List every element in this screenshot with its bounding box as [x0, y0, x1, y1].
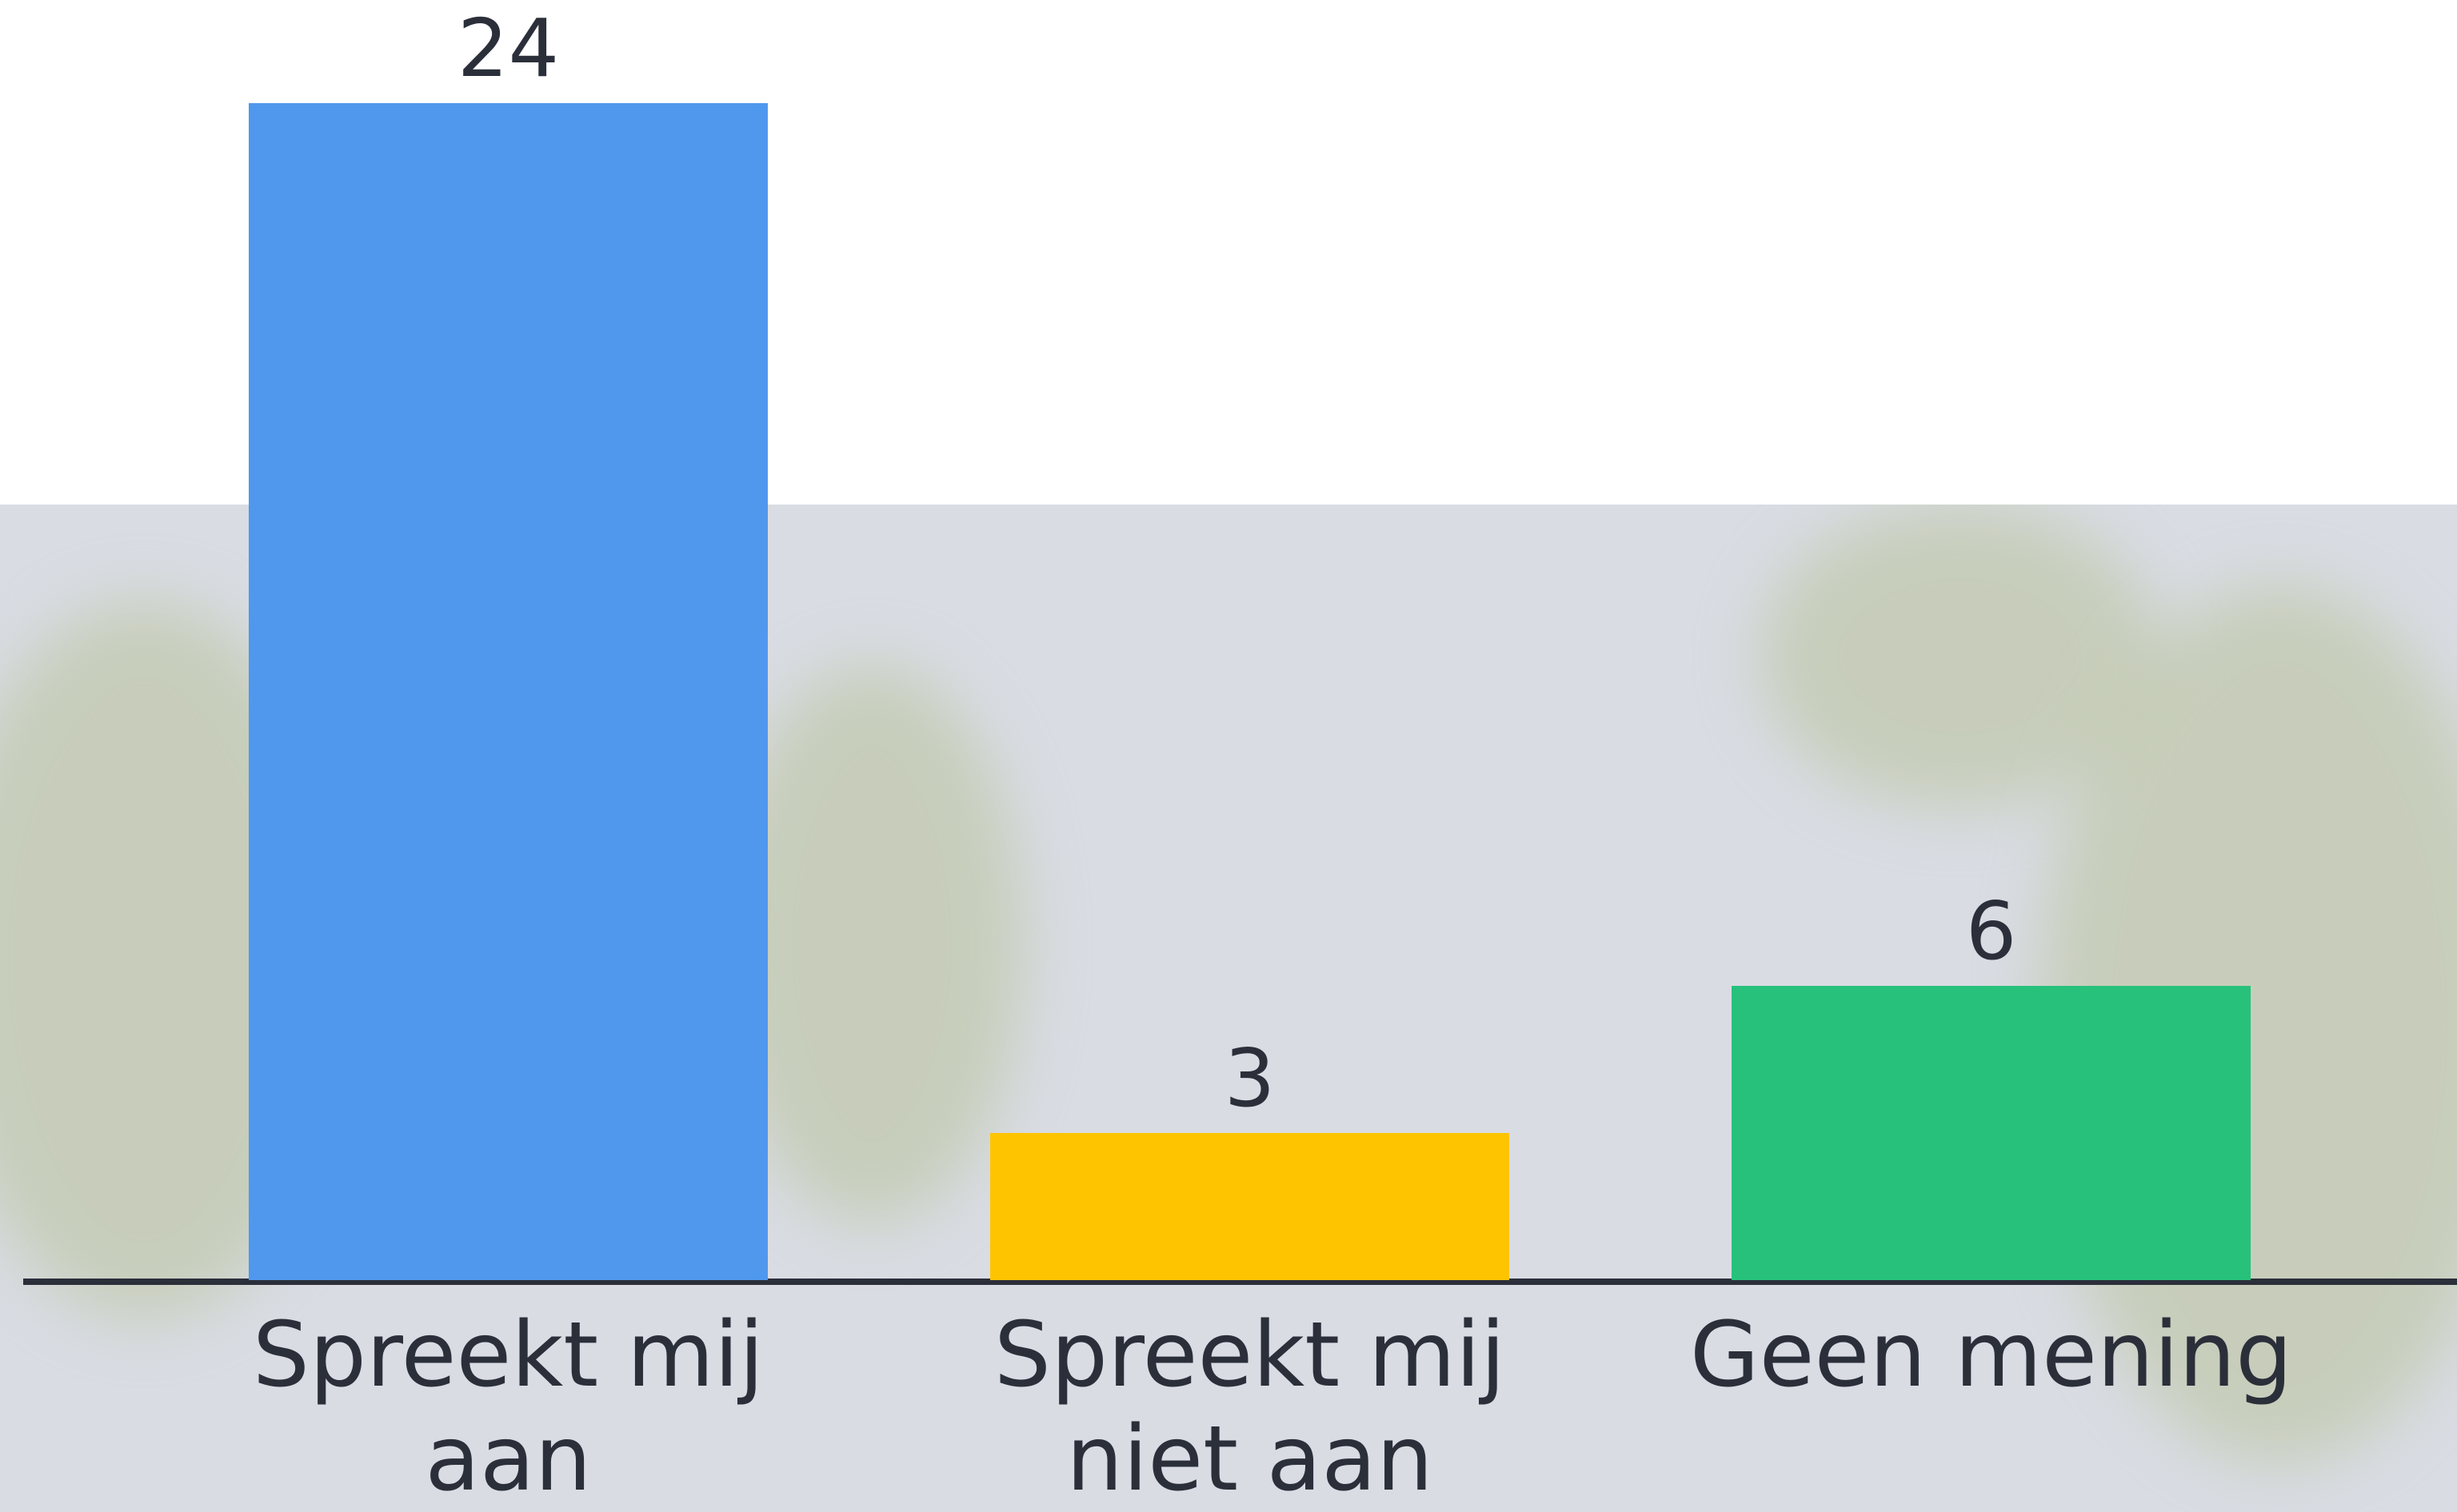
bar: [1732, 986, 2251, 1280]
value-label: 6: [1965, 884, 2017, 978]
baseline: [23, 1279, 2457, 1285]
bar: [249, 103, 768, 1280]
x-tick-label: Spreekt mij niet aan: [993, 1303, 1506, 1511]
bar: [990, 1133, 1509, 1280]
value-label: 3: [1224, 1031, 1276, 1125]
x-tick-label: Spreekt mij aan: [252, 1303, 765, 1511]
x-tick-label: Geen mening: [1689, 1303, 2293, 1407]
foliage: [720, 664, 1024, 1224]
value-label: 24: [457, 2, 560, 95]
